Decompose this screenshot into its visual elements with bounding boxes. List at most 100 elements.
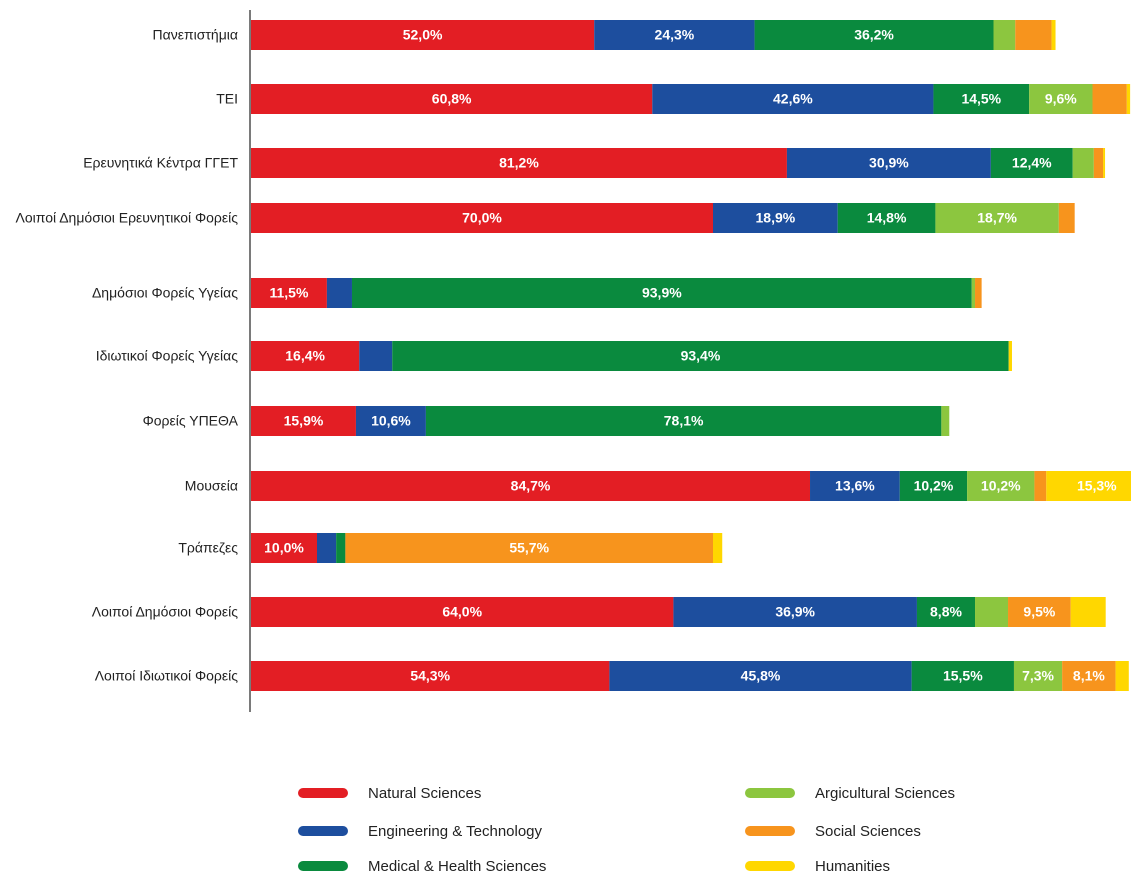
bar-segment [1058, 203, 1075, 233]
bar-segment [392, 341, 1009, 371]
bar-segment [652, 84, 934, 114]
bar-segment [941, 406, 950, 436]
data-label: 78,1% [664, 413, 704, 429]
bar-segment [1092, 84, 1127, 114]
bar-segment [837, 203, 936, 233]
data-label: 16,4% [285, 348, 325, 364]
bar-segment [251, 597, 674, 627]
data-label: 10,2% [981, 478, 1021, 494]
data-label: 14,8% [867, 210, 907, 226]
category-label: ΤΕΙ [216, 90, 238, 107]
bar-segment [1029, 84, 1093, 114]
legend-label: Engineering & Technology [368, 823, 543, 840]
legend-swatch [298, 826, 348, 836]
bar-segment [1034, 471, 1047, 501]
bar-segment [916, 597, 976, 627]
bar-segment [1070, 597, 1106, 627]
data-label: 70,0% [462, 210, 502, 226]
bar-segment [1126, 84, 1131, 114]
bar-segment [1115, 661, 1129, 691]
data-label: 54,3% [410, 668, 450, 684]
data-label: 15,5% [943, 668, 983, 684]
bar-segment [251, 203, 713, 233]
bar-segment [1103, 148, 1106, 178]
bar-segment [317, 533, 337, 563]
bar-segment [1093, 148, 1104, 178]
bar-segment [594, 20, 755, 50]
bar-segment [425, 406, 942, 436]
data-label: 42,6% [773, 91, 813, 107]
bar-segment [326, 278, 352, 308]
bar-segment [351, 278, 972, 308]
data-label: 36,2% [854, 27, 894, 43]
category-label: Τράπεζες [178, 539, 238, 556]
legend-swatch [298, 788, 348, 798]
data-label: 10,6% [371, 413, 411, 429]
bar-segment [1051, 20, 1056, 50]
data-label: 64,0% [442, 604, 482, 620]
data-label: 45,8% [741, 668, 781, 684]
data-label: 15,9% [284, 413, 324, 429]
category-label: Ιδιωτικοί Φορείς Υγείας [95, 347, 238, 364]
bar-segment [713, 203, 838, 233]
legend-swatch [745, 788, 795, 798]
bar-segment [251, 84, 653, 114]
data-label: 14,5% [961, 91, 1001, 107]
bar-segment [1046, 471, 1131, 501]
data-label: 15,3% [1077, 478, 1117, 494]
legend-swatch [745, 826, 795, 836]
data-label: 8,8% [930, 604, 962, 620]
category-label: Λοιποί Ιδιωτικοί Φορείς [94, 667, 238, 684]
bar-segment [251, 341, 360, 371]
bar-segment [990, 148, 1073, 178]
bar-segment [345, 533, 713, 563]
category-label: Ερευνητικά Κέντρα ΓΓΕΤ [83, 154, 238, 171]
bar-segment [810, 471, 900, 501]
bar-segment [975, 597, 1009, 627]
data-label: 30,9% [869, 155, 909, 171]
category-label: Φορείς ΥΠΕΘΑ [142, 412, 238, 429]
bar-segment [251, 406, 356, 436]
bar-segment [713, 533, 723, 563]
category-label: Λοιποί Δημόσιοι Φορείς [91, 603, 238, 620]
legend-label: Natural Sciences [368, 785, 481, 802]
data-label: 11,5% [269, 285, 308, 301]
category-label: Δημόσιοι Φορείς Υγείας [91, 284, 238, 301]
bar-segment [1072, 148, 1094, 178]
bar-segment [786, 148, 991, 178]
category-label: Λοιποί Δημόσιοι Ερευνητικοί Φορείς [15, 209, 238, 226]
data-label: 93,4% [681, 348, 721, 364]
bar-segment [1013, 661, 1063, 691]
bar-segment [971, 278, 976, 308]
data-label: 10,0% [264, 540, 304, 556]
legend-swatch [745, 861, 795, 871]
bar-segment [911, 661, 1014, 691]
bar-segment [967, 471, 1035, 501]
bar-segment [899, 471, 968, 501]
legend-label: Medical & Health Sciences [368, 858, 546, 875]
data-label: 12,4% [1012, 155, 1052, 171]
legend-swatch [298, 861, 348, 871]
data-label: 18,7% [977, 210, 1017, 226]
bar-segment [251, 278, 327, 308]
bar-segment [975, 278, 982, 308]
data-label: 18,9% [756, 210, 796, 226]
bar-segment [1008, 341, 1012, 371]
bar-segment [1062, 661, 1116, 691]
legend-label: Humanities [815, 858, 890, 875]
legend-label: Argicultural Sciences [815, 785, 955, 802]
bar-segment [251, 148, 787, 178]
bar-segment [609, 661, 912, 691]
bar-segment [673, 597, 917, 627]
data-label: 55,7% [509, 540, 549, 556]
data-label: 9,6% [1045, 91, 1077, 107]
bar-segment [754, 20, 994, 50]
data-label: 84,7% [511, 478, 551, 494]
legend-label: Social Sciences [815, 823, 921, 840]
bar-segment [359, 341, 393, 371]
data-label: 10,2% [914, 478, 954, 494]
data-label: 60,8% [432, 91, 472, 107]
bar-segment [993, 20, 1016, 50]
data-label: 52,0% [403, 27, 443, 43]
